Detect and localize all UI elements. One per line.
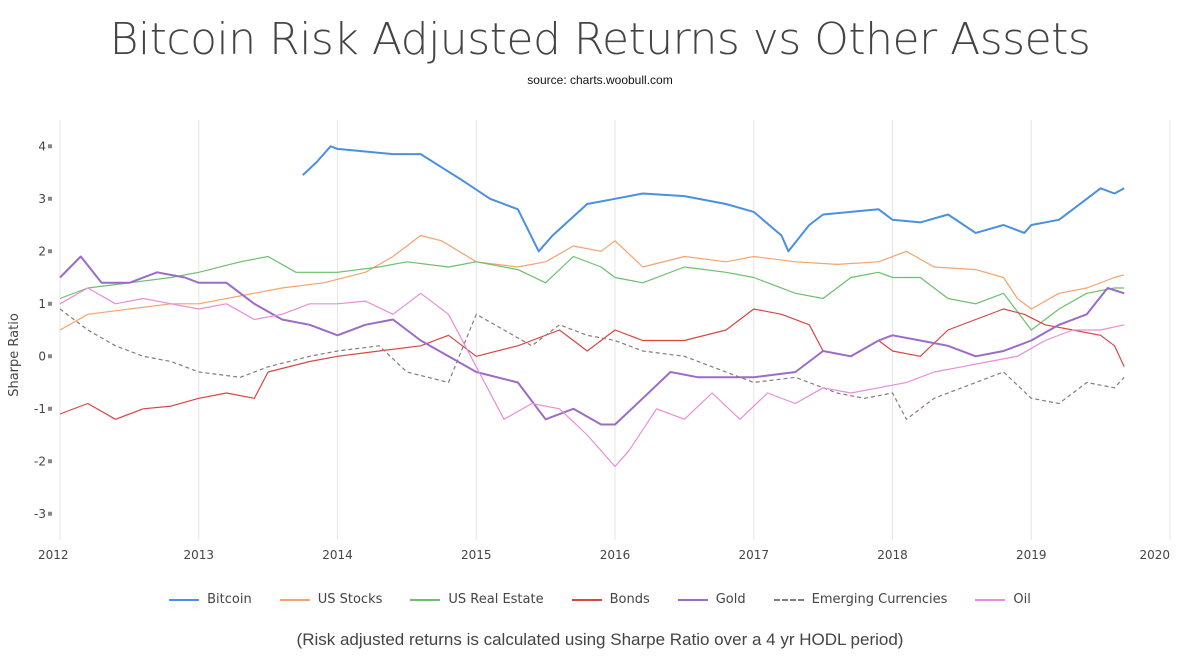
x-tick-label: 2017: [738, 548, 769, 562]
series-line-bitcoin: [302, 145, 1125, 253]
y-tick-marker: [48, 249, 52, 254]
legend-item-gold[interactable]: Gold: [677, 592, 746, 607]
legend-label: Oil: [1013, 592, 1031, 607]
x-tick-label: 2013: [183, 548, 214, 562]
y-tick-marker: [48, 511, 52, 516]
legend: Bitcoin US Stocks US Real Estate Bonds Gold E…: [0, 592, 1200, 607]
y-tick-label: 3: [38, 192, 46, 206]
legend-swatch: [571, 598, 602, 601]
legend-label: US Real Estate: [448, 592, 544, 607]
legend-swatch: [169, 598, 200, 601]
legend-item-bitcoin[interactable]: Bitcoin: [169, 592, 252, 607]
legend-item-oil[interactable]: Oil: [975, 592, 1031, 607]
y-tick-label: 0: [38, 349, 46, 363]
chart-subtitle: source: charts.woobull.com: [527, 73, 673, 87]
legend-label: Bitcoin: [207, 592, 252, 607]
y-tick-marker: [48, 406, 52, 411]
chart-footnote: (Risk adjusted returns is calculated usi…: [296, 630, 904, 649]
axes: 2012 2013 2014 2015 2016 2017 2018 2019 2020 4 3 2 1…: [34, 139, 1170, 562]
series-line-emerging-currencies: [59, 308, 1125, 420]
y-tick-marker: [48, 144, 52, 149]
legend-item-us-real-estate[interactable]: US Real Estate: [410, 592, 544, 607]
x-tick-label: 2020: [1139, 548, 1170, 562]
series-line-bonds: [59, 308, 1125, 420]
y-tick-marker: [48, 459, 52, 464]
legend-swatch: [975, 598, 1006, 601]
legend-label: Bonds: [609, 592, 650, 607]
series-layer: [59, 145, 1125, 468]
x-tick-label: 2016: [600, 548, 631, 562]
legend-swatch: [279, 598, 310, 601]
series-line-us-stocks: [59, 234, 1125, 331]
y-tick-marker: [48, 301, 52, 306]
x-tick-label: 2018: [877, 548, 908, 562]
series-line-oil: [59, 287, 1125, 468]
x-tick-label: 2019: [1016, 548, 1047, 562]
legend-label: US Stocks: [317, 592, 383, 607]
chart-title: Bitcoin Risk Adjusted Returns vs Other A…: [109, 14, 1091, 65]
legend-swatch: [773, 598, 804, 601]
legend-label: Gold: [715, 592, 746, 607]
legend-swatch: [677, 598, 708, 601]
y-tick-marker: [48, 354, 52, 359]
legend-item-emerging-currencies[interactable]: Emerging Currencies: [773, 592, 948, 607]
x-tick-label: 2015: [461, 548, 492, 562]
y-tick-label: 1: [38, 297, 46, 311]
series-line-us-real-estate: [59, 255, 1125, 331]
y-tick-label: -2: [34, 454, 46, 468]
y-tick-label: -1: [34, 402, 46, 416]
legend-item-us-stocks[interactable]: US Stocks: [279, 592, 383, 607]
y-tick-label: 2: [38, 244, 46, 258]
y-tick-label: -3: [34, 507, 46, 521]
y-tick-marker: [48, 196, 52, 201]
y-tick-label: 4: [38, 139, 46, 153]
x-tick-label: 2014: [322, 548, 353, 562]
legend-item-bonds[interactable]: Bonds: [571, 592, 650, 607]
legend-label: Emerging Currencies: [811, 592, 948, 607]
y-axis-label: Sharpe Ratio: [7, 313, 22, 397]
x-tick-label: 2012: [38, 548, 69, 562]
legend-swatch: [410, 598, 441, 601]
series-line-gold: [59, 255, 1125, 426]
